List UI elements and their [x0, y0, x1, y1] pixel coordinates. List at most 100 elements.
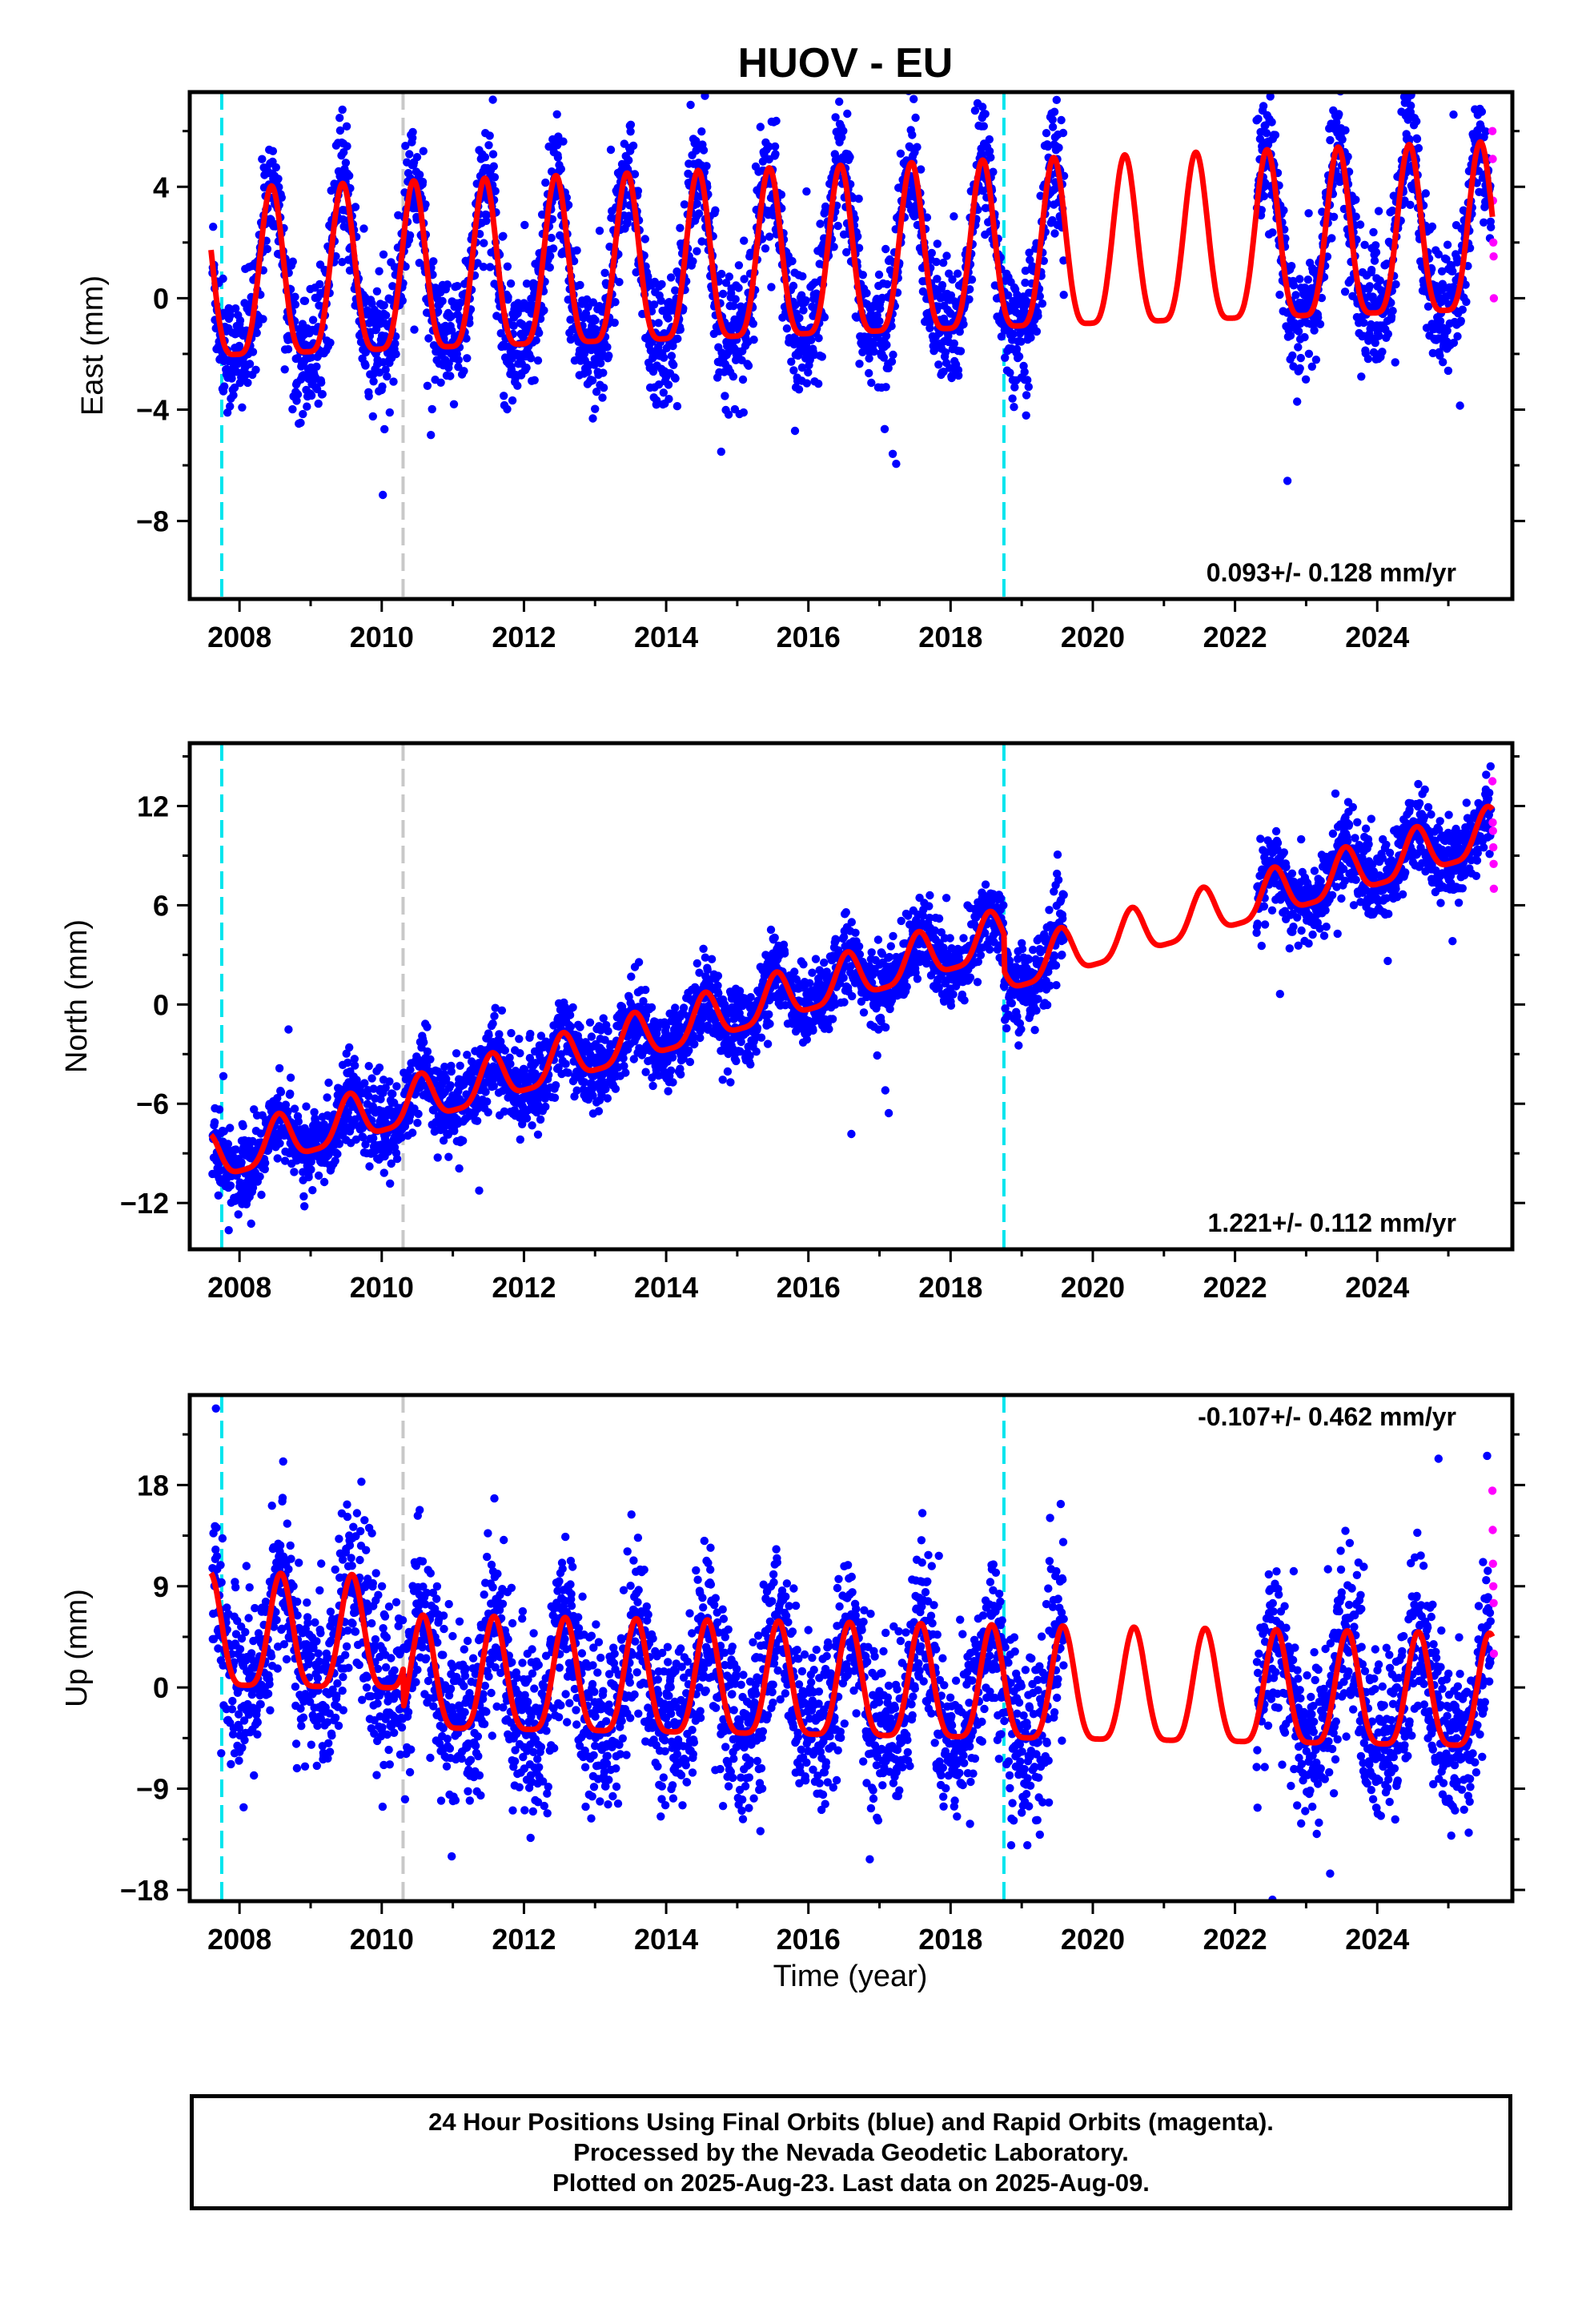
- data-point: [342, 122, 351, 131]
- y-axis-label: East (mm): [76, 275, 110, 416]
- data-point: [1059, 291, 1068, 300]
- data-point: [1449, 110, 1458, 119]
- data-point: [1341, 126, 1350, 135]
- data-point: [621, 1068, 630, 1077]
- data-point: [585, 1018, 595, 1027]
- data-point: [556, 164, 565, 174]
- data-point: [485, 131, 494, 140]
- data-point: [275, 1139, 284, 1148]
- data-point: [447, 1067, 456, 1076]
- data-point: [1010, 403, 1018, 412]
- data-point: [392, 1082, 401, 1091]
- data-point: [1014, 352, 1024, 361]
- data-point: [986, 153, 995, 162]
- rapid-point: [1489, 294, 1499, 303]
- data-point: [359, 1133, 367, 1142]
- data-point: [226, 402, 235, 411]
- data-point: [308, 1186, 317, 1195]
- data-point: [1462, 297, 1471, 307]
- data-point: [798, 271, 807, 281]
- data-point: [1339, 47, 1347, 55]
- data-point: [1351, 212, 1360, 221]
- data-point: [734, 261, 744, 270]
- data-point: [273, 1154, 282, 1163]
- data-point: [862, 288, 871, 298]
- data-point: [1294, 327, 1303, 336]
- data-point: [610, 318, 619, 328]
- data-point: [725, 272, 734, 281]
- data-point: [1407, 101, 1415, 111]
- data-point: [552, 1081, 560, 1090]
- data-point: [345, 1043, 354, 1052]
- data-point: [536, 1115, 545, 1124]
- data-point: [1054, 143, 1063, 152]
- data-point: [1032, 327, 1042, 336]
- data-point: [552, 110, 561, 119]
- data-point: [429, 257, 438, 266]
- data-point: [386, 1179, 395, 1188]
- data-point: [489, 1082, 498, 1091]
- data-point: [484, 1108, 492, 1117]
- data-point: [1259, 102, 1268, 111]
- data-point: [673, 334, 682, 344]
- data-point: [245, 360, 255, 368]
- data-point: [381, 311, 391, 320]
- data-point: [1022, 411, 1030, 420]
- data-point: [953, 269, 962, 278]
- data-point: [1006, 368, 1014, 377]
- data-point: [1375, 332, 1383, 340]
- data-point: [1374, 207, 1383, 215]
- data-point: [220, 382, 229, 391]
- data-point: [795, 313, 804, 323]
- data-point: [599, 384, 608, 392]
- data-point: [717, 269, 726, 279]
- data-point: [721, 392, 729, 400]
- data-point: [600, 268, 609, 277]
- data-point: [475, 1186, 484, 1195]
- data-point: [814, 334, 823, 343]
- data-point: [817, 352, 826, 361]
- data-point: [485, 263, 495, 271]
- data-point: [296, 418, 305, 428]
- data-point: [522, 364, 531, 372]
- east-panel: 2008 2010 2012 2014 2016 2018 2020 2022 2024−8−4…: [76, 47, 1525, 653]
- data-point: [215, 1105, 224, 1114]
- data-point: [446, 1081, 455, 1090]
- data-point: [880, 424, 889, 433]
- data-point: [659, 388, 668, 397]
- data-point: [375, 1063, 384, 1072]
- data-point: [324, 1078, 333, 1088]
- data-point: [669, 300, 678, 309]
- data-point: [419, 147, 428, 155]
- data-point: [568, 1003, 577, 1012]
- data-point: [424, 334, 433, 343]
- data-point: [615, 278, 624, 287]
- data-point: [335, 114, 344, 123]
- data-point: [660, 353, 669, 362]
- data-point: [318, 390, 327, 399]
- data-point: [392, 1154, 402, 1164]
- data-point: [226, 1124, 235, 1132]
- data-point: [380, 424, 389, 434]
- data-point: [433, 308, 443, 316]
- data-point: [378, 382, 387, 391]
- data-point: [854, 195, 863, 203]
- data-point: [414, 1109, 423, 1119]
- data-point: [673, 402, 682, 411]
- data-point: [934, 360, 943, 369]
- data-point: [547, 233, 556, 243]
- data-point: [1456, 401, 1464, 410]
- data-point: [275, 1063, 284, 1073]
- data-point: [368, 412, 377, 421]
- data-point: [1365, 282, 1375, 291]
- data-point: [1038, 299, 1047, 308]
- data-point: [369, 318, 379, 328]
- data-point: [333, 1149, 342, 1159]
- data-point: [570, 356, 580, 365]
- data-point: [408, 1128, 417, 1137]
- data-point: [1288, 351, 1297, 360]
- data-point: [489, 162, 498, 171]
- data-point: [676, 325, 685, 334]
- data-point: [1370, 256, 1379, 265]
- data-point: [744, 361, 753, 370]
